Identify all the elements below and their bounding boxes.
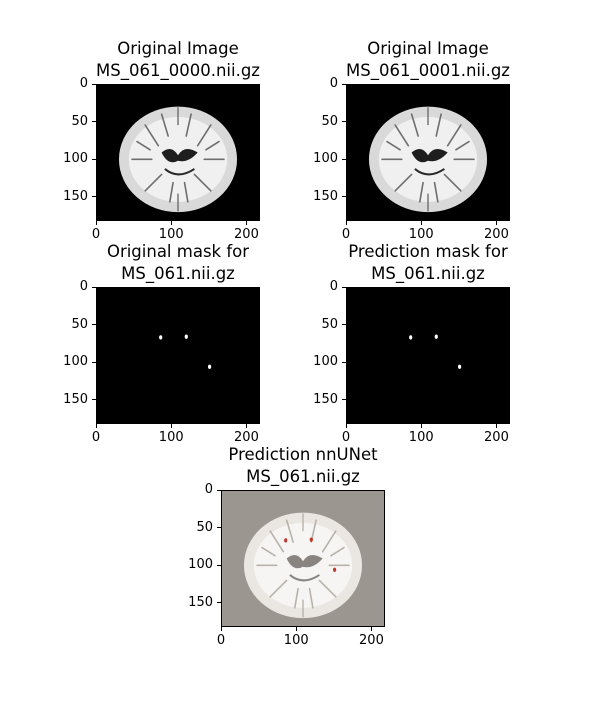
panel-title-line1: Prediction mask for [278, 241, 578, 263]
y-tick-mark [217, 490, 221, 491]
x-tick-label: 0 [201, 634, 241, 648]
y-tick-label: 100 [298, 355, 338, 369]
y-tick-mark [92, 287, 96, 288]
y-tick-label: 50 [298, 115, 338, 129]
x-tick-label: 200 [476, 228, 516, 242]
image-canvas [96, 287, 260, 424]
y-tick-mark [342, 362, 346, 363]
x-tick-label: 200 [226, 228, 266, 242]
x-tick-mark [171, 424, 172, 428]
x-tick-mark [496, 424, 497, 428]
x-tick-label: 0 [76, 228, 116, 242]
lesion-mark-3 [333, 568, 336, 572]
y-tick-label: 0 [298, 280, 338, 294]
x-tick-mark [346, 424, 347, 428]
y-tick-mark [92, 362, 96, 363]
x-tick-mark [421, 424, 422, 428]
y-tick-mark [217, 602, 221, 603]
y-tick-label: 100 [298, 152, 338, 166]
brain-slice [244, 513, 362, 618]
y-tick-mark [342, 159, 346, 160]
lesion-mark-1 [284, 538, 287, 542]
x-tick-mark [496, 221, 497, 225]
y-tick-label: 150 [298, 393, 338, 407]
y-tick-mark [342, 324, 346, 325]
y-tick-mark [342, 287, 346, 288]
image-plot [96, 287, 260, 424]
image-canvas [346, 84, 510, 221]
y-tick-label: 100 [48, 355, 88, 369]
x-tick-label: 100 [151, 431, 191, 445]
y-tick-label: 150 [48, 393, 88, 407]
y-tick-mark [92, 84, 96, 85]
x-tick-label: 200 [226, 431, 266, 445]
x-tick-label: 100 [276, 634, 316, 648]
panel-title-line1: Prediction nnUNet [153, 444, 453, 466]
x-tick-mark [96, 424, 97, 428]
y-tick-label: 0 [48, 77, 88, 91]
lesion-mark-1 [409, 335, 412, 339]
y-tick-label: 150 [48, 190, 88, 204]
x-tick-label: 100 [401, 431, 441, 445]
x-tick-mark [246, 221, 247, 225]
x-tick-mark [371, 627, 372, 631]
y-tick-mark [342, 84, 346, 85]
lesion-mark-2 [185, 334, 188, 338]
y-tick-label: 150 [298, 190, 338, 204]
x-tick-label: 0 [326, 228, 366, 242]
y-tick-mark [92, 121, 96, 122]
y-tick-label: 0 [173, 483, 213, 497]
y-tick-mark [92, 324, 96, 325]
x-tick-mark [346, 221, 347, 225]
x-tick-label: 200 [476, 431, 516, 445]
y-tick-label: 0 [48, 280, 88, 294]
y-tick-label: 0 [298, 77, 338, 91]
lesion-mark-2 [435, 334, 438, 338]
y-tick-mark [92, 399, 96, 400]
lesion-mark-2 [310, 537, 313, 541]
x-tick-label: 100 [151, 228, 191, 242]
y-tick-label: 50 [173, 521, 213, 535]
y-tick-mark [342, 196, 346, 197]
x-tick-mark [421, 221, 422, 225]
image-canvas [96, 84, 260, 221]
y-tick-label: 50 [298, 318, 338, 332]
lesion-mark-3 [458, 365, 461, 369]
x-tick-mark [221, 627, 222, 631]
brain-slice [119, 107, 237, 212]
x-tick-label: 0 [326, 431, 366, 445]
y-tick-mark [217, 527, 221, 528]
x-tick-mark [171, 221, 172, 225]
y-tick-mark [217, 565, 221, 566]
image-canvas [346, 287, 510, 424]
x-tick-label: 0 [76, 431, 116, 445]
lesion-mark-3 [208, 365, 211, 369]
brain-slice [369, 107, 487, 212]
y-tick-label: 50 [48, 318, 88, 332]
y-tick-label: 100 [48, 152, 88, 166]
y-tick-label: 50 [48, 115, 88, 129]
lesion-mark-1 [159, 335, 162, 339]
y-tick-label: 150 [173, 596, 213, 610]
y-tick-mark [342, 121, 346, 122]
panel-title-line1: Original Image [278, 38, 578, 60]
x-tick-mark [296, 627, 297, 631]
image-plot [346, 287, 510, 424]
x-tick-mark [246, 424, 247, 428]
x-tick-label: 200 [351, 634, 391, 648]
x-tick-label: 100 [401, 228, 441, 242]
y-tick-mark [342, 399, 346, 400]
image-plot [96, 84, 260, 221]
y-tick-label: 100 [173, 558, 213, 572]
image-canvas [221, 490, 385, 627]
image-plot [346, 84, 510, 221]
x-tick-mark [96, 221, 97, 225]
y-tick-mark [92, 159, 96, 160]
image-plot [221, 490, 385, 627]
y-tick-mark [92, 196, 96, 197]
